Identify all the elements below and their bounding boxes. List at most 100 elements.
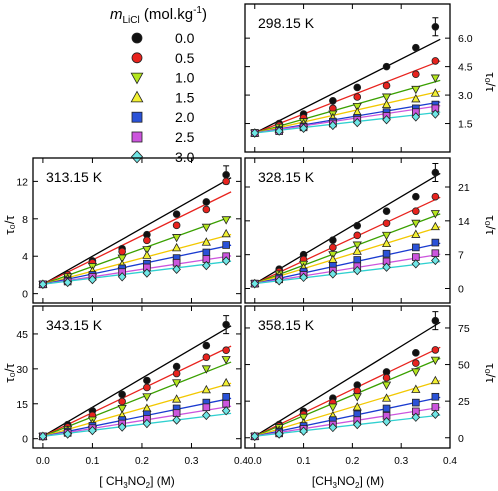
- fit-line-2.5: [42, 405, 232, 438]
- data-point-3.0: [328, 422, 338, 433]
- data-point-1.0: [352, 241, 362, 250]
- x-tick-label: 0.0: [36, 456, 50, 467]
- data-point-0.5: [143, 383, 151, 392]
- y-tick-label: 4: [22, 251, 28, 263]
- data-point-1.0: [411, 368, 421, 377]
- data-point-0.0: [172, 362, 181, 371]
- data-point-0.0: [202, 341, 211, 350]
- data-point-1.0: [411, 219, 421, 229]
- data-point-0.5: [412, 207, 420, 215]
- panel-middle-left: 313.15 K 0 4 8 12: [16, 157, 242, 304]
- data-point-3.0: [352, 265, 362, 276]
- data-point-3.0: [38, 279, 48, 289]
- x-tick-label: 0.1: [85, 456, 99, 467]
- data-point-0.0: [412, 192, 420, 201]
- legend-marker-0.0: [131, 32, 143, 44]
- panel-bottom-right: 358.15 K 0.0 0.1 0.2 0.3 0.40 25 50 75: [244, 305, 470, 467]
- data-point-3.0: [274, 276, 284, 286]
- data-point-1.0: [298, 413, 309, 423]
- fit-line-1.0: [42, 361, 232, 437]
- data-point-0.5: [431, 192, 440, 201]
- data-point-1.5: [201, 237, 211, 246]
- data-point-1.5: [430, 88, 440, 97]
- fit-line-3.0: [254, 260, 441, 285]
- data-point-1.5: [381, 238, 392, 248]
- fit-line-1.0: [254, 213, 441, 285]
- panel-title: 298.15 K: [258, 15, 315, 31]
- data-point-1.5: [430, 221, 440, 231]
- y-tick-label: 12: [16, 176, 28, 188]
- data-point-0.0: [353, 83, 362, 92]
- data-point-2.0: [382, 404, 391, 413]
- data-point-0.5: [431, 346, 440, 354]
- data-point-1.0: [381, 381, 392, 390]
- y-tick-label: 0: [22, 289, 28, 301]
- data-point-0.0: [222, 171, 230, 179]
- data-point-0.5: [412, 70, 420, 79]
- data-point-0.0: [329, 96, 337, 105]
- x-tick-label: 0.2: [135, 456, 149, 467]
- data-point-1.5: [221, 377, 231, 387]
- data-point-3.0: [299, 426, 308, 436]
- data-point-1.0: [142, 246, 152, 255]
- data-point-0.5: [118, 397, 126, 406]
- panel-top-right: 298.15 K 1.5 3.0 4.5 6.0: [244, 3, 473, 153]
- y-tick-label: 6.0: [458, 33, 473, 45]
- panel-title: 343.15 K: [46, 317, 103, 333]
- data-point-3.0: [221, 406, 231, 416]
- y-axis-label-bottom-right: τ₀/τ: [483, 363, 498, 383]
- y-tick-label: 0: [22, 434, 28, 446]
- data-point-1.0: [328, 403, 338, 412]
- x-axis-label-left: [ CH3NO2] (M): [99, 474, 175, 490]
- data-point-0.0: [431, 316, 440, 325]
- fit-line-2.5: [254, 253, 441, 285]
- data-point-1.0: [221, 356, 231, 365]
- legend-label-0.0: 0.0: [175, 30, 195, 46]
- panel-title: 313.15 K: [46, 169, 103, 185]
- y-tick-label: 15: [16, 399, 28, 411]
- fit-line-1.5: [254, 226, 441, 285]
- data-point-0.5: [431, 57, 440, 65]
- data-point-1.0: [352, 103, 362, 112]
- panel-title: 328.15 K: [258, 169, 315, 185]
- y-tick-label: 3.0: [458, 90, 473, 102]
- data-point-3.0: [202, 410, 211, 421]
- data-point-2.0: [353, 256, 362, 264]
- data-point-2.5: [202, 403, 211, 412]
- data-point-3.0: [411, 412, 421, 422]
- fit-line-0.5: [254, 346, 441, 437]
- data-point-3.0: [382, 416, 391, 427]
- fit-line-2.0: [254, 242, 441, 285]
- panel-frame: [244, 157, 451, 304]
- fit-line-2.0: [42, 397, 232, 437]
- data-point-1.0: [430, 356, 440, 366]
- fit-line-3.0: [254, 111, 441, 134]
- fit-line-3.0: [254, 414, 441, 437]
- data-point-3.0: [202, 260, 211, 271]
- data-point-1.5: [411, 384, 421, 393]
- data-point-0.0: [382, 207, 391, 215]
- fit-line-0.0: [254, 321, 441, 437]
- data-point-3.0: [250, 278, 260, 289]
- data-point-3.0: [88, 274, 97, 285]
- data-point-3.0: [250, 128, 260, 138]
- data-point-0.5: [202, 353, 211, 362]
- data-point-0.0: [329, 236, 337, 244]
- data-point-3.0: [172, 264, 181, 274]
- y-axis-label-top-right: τ₀/τ: [483, 72, 498, 92]
- legend-label-1.0: 1.0: [175, 70, 195, 86]
- data-point-2.0: [202, 248, 211, 257]
- data-point-0.5: [143, 236, 151, 245]
- legend-marker-1.0: [130, 72, 144, 85]
- y-tick-label: 4.5: [458, 62, 473, 74]
- panel-frame: [32, 157, 242, 304]
- data-point-1.5: [381, 393, 392, 402]
- panel-bottom-left: 343.15 K 0.0 0.1 0.2 0.3 0.4 0 15 30 45: [16, 305, 248, 467]
- fit-line-2.5: [42, 255, 232, 285]
- data-point-0.0: [143, 376, 151, 385]
- data-point-3.0: [411, 112, 421, 122]
- x-tick-label: 0.4: [443, 456, 457, 467]
- y-axis-label-bottom-left: τ₀/τ: [2, 362, 17, 382]
- data-point-3.0: [63, 429, 72, 439]
- data-point-3.0: [382, 115, 391, 125]
